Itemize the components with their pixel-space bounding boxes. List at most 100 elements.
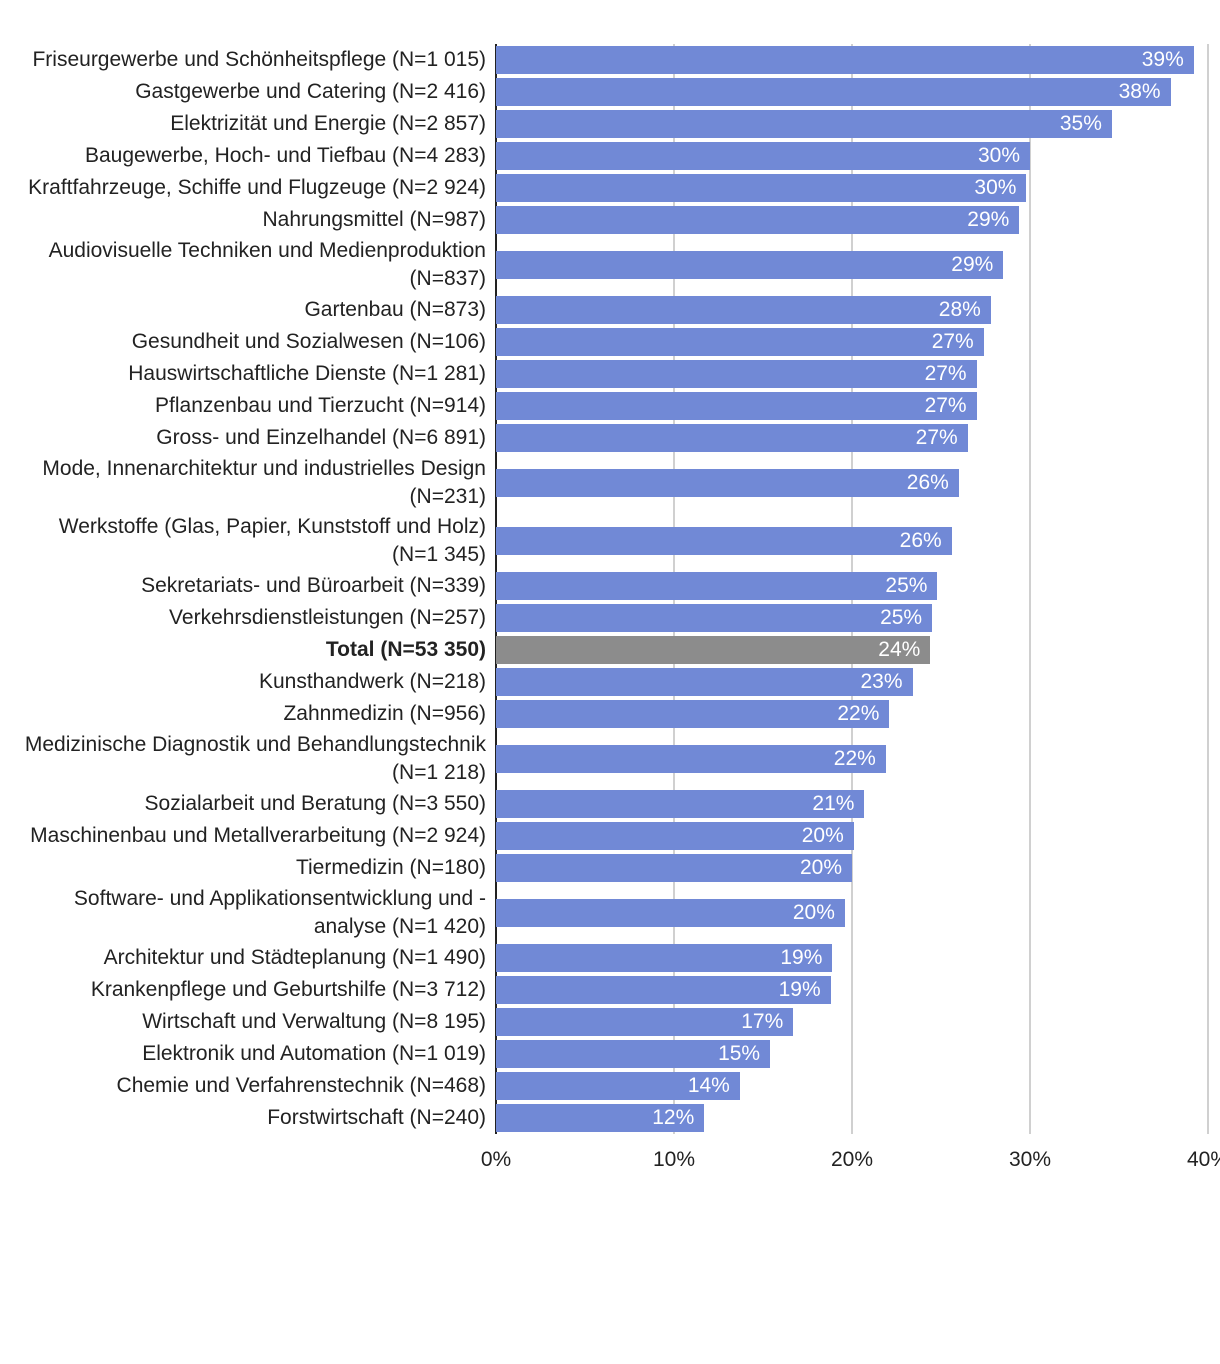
- value-label: 39%: [1141, 48, 1184, 71]
- rows: Friseurgewerbe und Schönheitspflege (N=1…: [0, 44, 1208, 1134]
- bar-area: 30%: [496, 173, 1208, 203]
- y-tick-label: Maschinenbau und Metallverarbeitung (N=2…: [30, 824, 486, 847]
- bar-area: 27%: [496, 359, 1208, 389]
- grid-line: [1207, 44, 1209, 1134]
- row: Werkstoffe (Glas, Papier, Kunststoff und…: [0, 512, 1208, 570]
- y-tick-label: Architektur und Städteplanung (N=1 490): [103, 946, 486, 969]
- row: Friseurgewerbe und Schönheitspflege (N=1…: [0, 44, 1208, 76]
- value-label: 19%: [778, 978, 821, 1001]
- y-tick-label: Friseurgewerbe und Schönheitspflege (N=1…: [32, 48, 486, 71]
- bar: [496, 78, 1171, 106]
- bar: [496, 700, 890, 728]
- row: Sekretariats- und Büroarbeit (N=339) 25%: [0, 570, 1208, 602]
- row: Sozialarbeit und Beratung (N=3 550) 21%: [0, 788, 1208, 820]
- y-tick-label: Mode, Innenarchitektur und industrielles…: [42, 457, 486, 508]
- y-tick-label: Medizinische Diagnostik und Behandlungst…: [24, 733, 486, 784]
- y-tick-label: Nahrungsmittel (N=987): [262, 208, 486, 231]
- row: Architektur und Städteplanung (N=1 490) 1…: [0, 942, 1208, 974]
- bar-area: 27%: [496, 327, 1208, 357]
- y-tick-label: Pflanzenbau und Tierzucht (N=914): [155, 394, 486, 417]
- bar: [496, 572, 938, 600]
- bar-area: 20%: [496, 885, 1208, 941]
- x-tick-label: 30%: [1008, 1148, 1052, 1171]
- bar: [496, 46, 1194, 74]
- bar: [496, 360, 977, 388]
- value-label: 20%: [792, 901, 835, 924]
- row: Gartenbau (N=873) 28%: [0, 294, 1208, 326]
- row: Total (N=53 350) 24%: [0, 634, 1208, 666]
- bar: [496, 1008, 794, 1036]
- y-tick-label: Gross- und Einzelhandel (N=6 891): [156, 426, 486, 449]
- row: Forstwirtschaft (N=240) 12%: [0, 1102, 1208, 1134]
- bar: [496, 142, 1030, 170]
- y-tick-label: Chemie und Verfahrenstechnik (N=468): [116, 1074, 486, 1097]
- y-tick-label: Gastgewerbe und Catering (N=2 416): [135, 80, 486, 103]
- row: Krankenpflege und Geburtshilfe (N=3 712)…: [0, 974, 1208, 1006]
- row: Baugewerbe, Hoch- und Tiefbau (N=4 283) 3…: [0, 140, 1208, 172]
- row: Audiovisuelle Techniken und Medienproduk…: [0, 236, 1208, 294]
- value-label: 12%: [652, 1106, 695, 1129]
- value-label: 20%: [801, 824, 844, 847]
- y-tick-label: Krankenpflege und Geburtshilfe (N=3 712): [90, 978, 486, 1001]
- value-label: 21%: [812, 792, 855, 815]
- bar: [496, 790, 865, 818]
- bar: [496, 328, 984, 356]
- row: Zahnmedizin (N=956) 22%: [0, 698, 1208, 730]
- bar: [496, 206, 1020, 234]
- value-label: 17%: [741, 1010, 784, 1033]
- row: Chemie und Verfahrenstechnik (N=468) 14%: [0, 1070, 1208, 1102]
- y-tick-label: Elektrizität und Energie (N=2 857): [170, 112, 486, 135]
- row: Maschinenbau und Metallverarbeitung (N=2…: [0, 820, 1208, 852]
- x-tick-label: 20%: [830, 1148, 874, 1171]
- value-label: 23%: [860, 670, 903, 693]
- value-label: 26%: [906, 471, 949, 494]
- row: Gross- und Einzelhandel (N=6 891) 27%: [0, 422, 1208, 454]
- bar: [496, 745, 886, 773]
- y-tick-label: Elektronik und Automation (N=1 019): [142, 1042, 486, 1065]
- y-tick-label: Forstwirtschaft (N=240): [267, 1106, 486, 1129]
- y-tick-label: Sozialarbeit und Beratung (N=3 550): [144, 792, 486, 815]
- row: Kunsthandwerk (N=218) 23%: [0, 666, 1208, 698]
- value-label: 24%: [878, 638, 921, 661]
- bar-area: 27%: [496, 391, 1208, 421]
- y-tick-label: Software- und Applikationsentwicklung un…: [73, 887, 486, 938]
- bar-area: 21%: [496, 789, 1208, 819]
- value-label: 19%: [780, 946, 823, 969]
- bar-area: 14%: [496, 1071, 1208, 1101]
- value-label: 20%: [799, 856, 842, 879]
- bar-area: 29%: [496, 237, 1208, 293]
- value-label: 22%: [837, 702, 880, 725]
- bar: [496, 424, 968, 452]
- bar-area: 28%: [496, 295, 1208, 325]
- bar: [496, 668, 913, 696]
- bar: [496, 822, 854, 850]
- bar-area: 38%: [496, 77, 1208, 107]
- bar-area: 12%: [496, 1103, 1208, 1133]
- row: Mode, Innenarchitektur und industrielles…: [0, 454, 1208, 512]
- value-label: 27%: [924, 394, 967, 417]
- row: Verkehrsdienstleistungen (N=257) 25%: [0, 602, 1208, 634]
- y-tick-label: Kunsthandwerk (N=218): [258, 670, 486, 693]
- bar-area: 26%: [496, 513, 1208, 569]
- bar-area: 20%: [496, 853, 1208, 883]
- x-tick-label: 10%: [652, 1148, 696, 1171]
- x-tick-label: 0%: [480, 1148, 512, 1171]
- value-label: 38%: [1118, 80, 1161, 103]
- bar: [496, 636, 931, 664]
- bar: [496, 899, 845, 927]
- row: Gesundheit und Sozialwesen (N=106) 27%: [0, 326, 1208, 358]
- value-label: 25%: [885, 574, 928, 597]
- value-label: 35%: [1059, 112, 1102, 135]
- bar-area: 27%: [496, 423, 1208, 453]
- row: Hauswirtschaftliche Dienste (N=1 281) 27%: [0, 358, 1208, 390]
- bar: [496, 527, 952, 555]
- bar-area: 17%: [496, 1007, 1208, 1037]
- bar-area: 19%: [496, 975, 1208, 1005]
- bar: [496, 392, 977, 420]
- value-label: 15%: [718, 1042, 761, 1065]
- grid-line: [1029, 44, 1031, 1134]
- row: Pflanzenbau und Tierzucht (N=914) 27%: [0, 390, 1208, 422]
- row: Elektrizität und Energie (N=2 857) 35%: [0, 108, 1208, 140]
- value-label: 27%: [915, 426, 958, 449]
